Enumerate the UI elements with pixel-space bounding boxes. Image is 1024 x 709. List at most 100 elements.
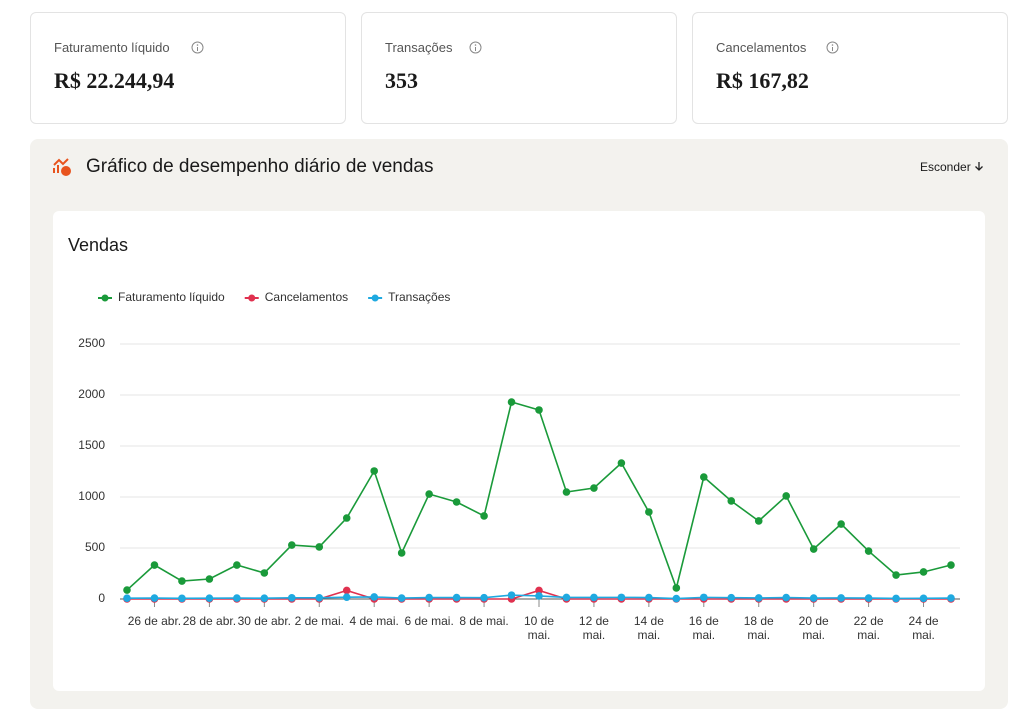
x-tick-label: 24 de mai. (908, 614, 939, 642)
data-point (123, 586, 131, 594)
x-tick-label: 2 de mai. (294, 614, 344, 628)
chart: Vendas 0 500 1000 1500 2000 2500 Faturamento l… (68, 235, 960, 607)
info-icon[interactable] (469, 41, 482, 54)
data-point (672, 594, 681, 603)
data-point (645, 508, 653, 516)
data-point (754, 517, 763, 525)
card: Transações 353 (361, 12, 677, 124)
data-point (590, 593, 598, 602)
x-tick-label: 12 de mai. (578, 614, 609, 642)
card-value: R$ 22.244,94 (54, 68, 175, 93)
info-icon[interactable] (826, 41, 839, 54)
legend-label: Cancelamentos (265, 290, 348, 304)
data-point (425, 593, 433, 602)
data-point (562, 488, 571, 496)
card: Cancelamentos R$ 167,82 (692, 12, 1008, 124)
x-tick-label: 22 de mai. (853, 614, 884, 642)
data-point (150, 594, 159, 602)
x-tick-label: 20 de mai. (798, 614, 829, 642)
data-point (370, 593, 379, 601)
data-point (700, 473, 708, 481)
data-point (672, 584, 681, 592)
data-point (480, 512, 488, 520)
data-point (370, 467, 379, 475)
legend-marker (371, 294, 379, 302)
data-point (233, 561, 241, 569)
info-icon[interactable] (191, 41, 204, 54)
data-point (342, 586, 351, 595)
data-point (178, 577, 186, 585)
legend-label: Transações (388, 290, 450, 304)
data-point (507, 398, 516, 406)
data-point (947, 561, 955, 569)
data-point (864, 594, 873, 602)
card-value: R$ 167,82 (716, 68, 809, 93)
data-point (315, 543, 324, 551)
data-point (754, 594, 763, 602)
x-tick-label: 14 de mai. (633, 614, 664, 642)
panel-title: Gráfico de desempenho diário de vendas (86, 156, 434, 177)
x-tick-label: 4 de mai. (349, 614, 399, 628)
x-tick-label: 16 de mai. (688, 614, 719, 642)
x-tick-label: 28 de abr. (182, 614, 237, 628)
data-point (727, 497, 736, 505)
panel: Gráfico de desempenho diário de vendas E… (30, 139, 1008, 709)
data-point (727, 593, 736, 602)
data-point (782, 593, 790, 602)
card: Faturamento líquido R$ 22.244,94 (30, 12, 346, 124)
legend-marker (101, 294, 109, 302)
legend-label: Faturamento líquido (118, 290, 225, 304)
data-point (507, 591, 516, 599)
data-point (617, 593, 626, 602)
data-point (617, 459, 626, 467)
chart-icon (53, 158, 71, 176)
data-point (233, 594, 241, 602)
data-point (919, 568, 928, 576)
data-point (480, 593, 488, 602)
card-label: Cancelamentos (716, 40, 807, 55)
chart-title: Vendas (68, 235, 128, 255)
y-tick-label: 2000 (78, 387, 105, 401)
data-point (397, 594, 406, 602)
data-point (342, 514, 351, 522)
x-tick-label: 18 de mai. (743, 614, 774, 642)
data-point (535, 406, 543, 414)
data-point (590, 484, 598, 492)
data-point (782, 492, 790, 500)
data-point (205, 594, 214, 602)
x-tick-label: 6 de mai. (404, 614, 454, 628)
data-point (562, 593, 571, 602)
data-point (892, 571, 900, 579)
data-point (809, 594, 818, 602)
data-point (892, 594, 900, 603)
data-point (342, 593, 351, 601)
data-point (260, 569, 269, 577)
data-point (397, 549, 406, 557)
card-label: Transações (385, 40, 453, 55)
data-point (645, 593, 653, 602)
data-point (452, 498, 461, 506)
toggle-label: Esconder (920, 160, 971, 174)
data-point (315, 593, 324, 602)
chart-card: Vendas 0 500 1000 1500 2000 2500 Faturamento l… (53, 211, 985, 691)
data-point (288, 541, 296, 549)
card-label: Faturamento líquido (54, 40, 170, 55)
legend-marker (248, 294, 256, 302)
y-tick-label: 2500 (78, 336, 105, 350)
series-line (126, 401, 952, 591)
data-point (260, 594, 269, 602)
data-point (947, 594, 955, 602)
toggle-button[interactable]: Esconder (920, 160, 984, 174)
x-tick-label: 10 de mai. (523, 614, 555, 642)
data-point (535, 586, 543, 595)
data-point (837, 594, 845, 602)
data-point (150, 561, 159, 569)
data-point (288, 593, 296, 602)
data-point (919, 594, 928, 603)
data-point (864, 547, 873, 555)
data-point (178, 594, 186, 603)
data-point (205, 575, 214, 583)
arrow-icon (975, 162, 984, 171)
data-point (425, 490, 433, 498)
